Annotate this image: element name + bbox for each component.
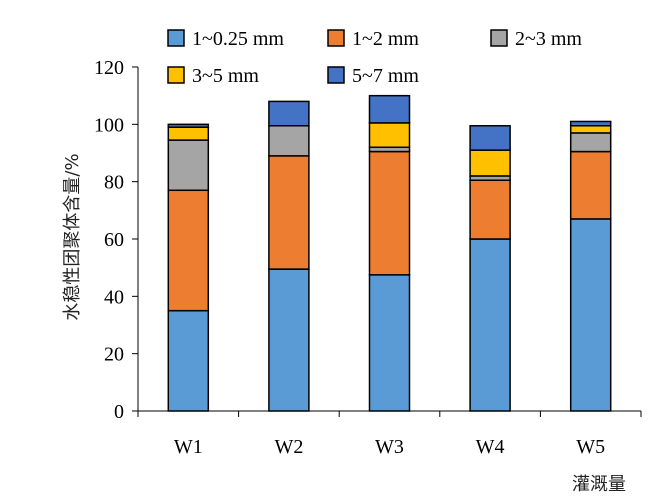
bar-segment: [569, 218, 612, 412]
bar-segment: [569, 132, 612, 153]
bar-segment: [469, 238, 511, 412]
x-tick-label: W5: [576, 436, 605, 458]
x-axis-title: 灌溉量: [572, 474, 626, 495]
legend-swatch: [167, 66, 185, 84]
bar-segment: [268, 125, 310, 157]
bar-segment: [167, 126, 210, 141]
y-tick-label: 40: [104, 286, 124, 308]
bar-segment: [167, 189, 210, 312]
bar-segment: [368, 122, 411, 149]
y-tick-label: 60: [104, 229, 124, 251]
x-tick-label: W4: [476, 436, 505, 458]
legend-item: 2~3 mm: [490, 28, 582, 50]
bar-segment: [569, 120, 612, 127]
legend-label: 2~3 mm: [515, 28, 582, 50]
legend-swatch: [327, 66, 345, 84]
bar-segment: [368, 274, 411, 412]
bar-segment: [469, 149, 511, 177]
bar-segment: [268, 100, 310, 127]
y-tick-label: 20: [104, 344, 124, 366]
bar-stack-w3: [368, 94, 411, 412]
y-tick-label: 0: [114, 401, 124, 423]
x-tick-label: W2: [274, 436, 303, 458]
bar-stack-w2: [268, 100, 310, 412]
legend-label: 5~7 mm: [352, 65, 419, 87]
legend-item: 5~7 mm: [327, 65, 419, 87]
legend-swatch: [167, 29, 185, 47]
legend-label: 1~0.25 mm: [192, 28, 284, 50]
y-tick-label: 120: [94, 57, 124, 79]
bar-segment: [368, 150, 411, 276]
bars: [167, 94, 612, 412]
bar-stack-w4: [469, 125, 511, 412]
bar-stack-w5: [569, 120, 612, 412]
y-axis-title: 水稳性团聚体含量/%: [62, 153, 83, 320]
bar-segment: [167, 309, 210, 412]
bar-segment: [368, 94, 411, 124]
y-ticks: 0 20 40 60 80 100 120: [94, 57, 138, 423]
y-tick-label: 80: [104, 172, 124, 194]
legend-item: 3~5 mm: [167, 65, 259, 87]
legend-item: 1~0.25 mm: [167, 28, 284, 50]
legend-item: 1~2 mm: [327, 28, 419, 50]
bar-stack-w1: [167, 123, 210, 412]
bar-segment: [268, 155, 310, 270]
bar-segment: [167, 139, 210, 192]
bar-segment: [167, 123, 210, 128]
x-tick-label: W3: [375, 436, 404, 458]
legend: 1~0.25 mm 1~2 mm 2~3 mm 3~5 mm 5~7 mm: [167, 28, 582, 87]
axes: 0 20 40 60 80 100 120 W1 W2 W3 W4 W5: [94, 57, 642, 458]
bar-segment: [469, 179, 511, 240]
x-tick-label: W1: [174, 436, 203, 458]
bar-segment: [569, 150, 612, 220]
legend-swatch: [490, 29, 508, 47]
y-tick-label: 100: [94, 114, 124, 136]
legend-swatch: [327, 29, 345, 47]
bar-segment: [569, 125, 612, 134]
legend-label: 1~2 mm: [352, 28, 419, 50]
bar-segment: [469, 125, 511, 151]
x-ticks: W1 W2 W3 W4 W5: [137, 411, 642, 458]
legend-label: 3~5 mm: [192, 65, 259, 87]
bar-segment: [268, 268, 310, 412]
